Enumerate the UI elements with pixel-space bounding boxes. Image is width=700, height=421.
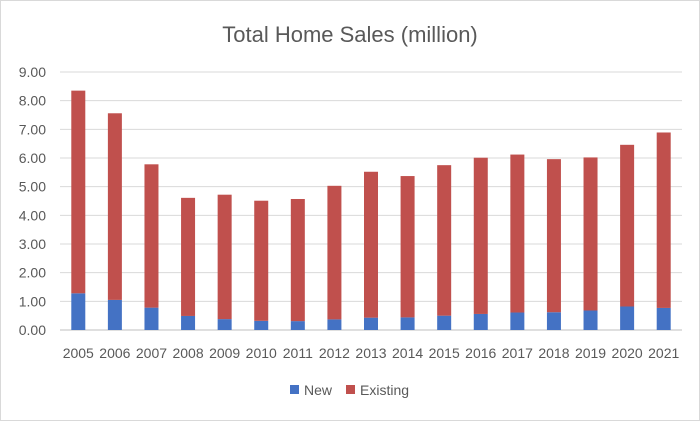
bar-existing-2021 bbox=[656, 132, 671, 308]
bar-existing-2019 bbox=[583, 157, 598, 311]
y-tick-label: 2.00 bbox=[19, 265, 46, 281]
x-tick-label: 2010 bbox=[246, 345, 277, 361]
y-tick-label: 5.00 bbox=[19, 179, 46, 195]
chart-title: Total Home Sales (million) bbox=[222, 22, 478, 47]
legend-label-existing: Existing bbox=[360, 382, 409, 398]
legend-swatch-new bbox=[290, 385, 299, 394]
bar-new-2013 bbox=[364, 317, 378, 330]
bar-new-2006 bbox=[107, 299, 122, 330]
bar-existing-2011 bbox=[290, 198, 305, 322]
y-tick-label: 3.00 bbox=[19, 236, 46, 252]
bar-existing-2016 bbox=[473, 157, 488, 314]
bar-new-2011 bbox=[290, 321, 305, 330]
bar-new-2005 bbox=[71, 293, 86, 330]
x-tick-label: 2019 bbox=[575, 345, 606, 361]
bar-new-2009 bbox=[217, 319, 232, 330]
bar-existing-2013 bbox=[364, 171, 378, 318]
y-tick-label: 4.00 bbox=[19, 207, 46, 223]
x-tick-label: 2013 bbox=[355, 345, 386, 361]
bar-new-2018 bbox=[546, 312, 561, 330]
x-tick-label: 2008 bbox=[172, 345, 203, 361]
bar-new-2017 bbox=[510, 312, 525, 330]
x-tick-label: 2017 bbox=[502, 345, 533, 361]
bar-new-2015 bbox=[437, 315, 452, 330]
bar-new-2007 bbox=[144, 307, 159, 330]
x-tick-label: 2018 bbox=[538, 345, 569, 361]
bar-new-2019 bbox=[583, 310, 598, 330]
y-tick-label: 8.00 bbox=[19, 93, 46, 109]
x-tick-label: 2005 bbox=[63, 345, 94, 361]
x-tick-label: 2009 bbox=[209, 345, 240, 361]
x-tick-label: 2006 bbox=[99, 345, 130, 361]
bar-existing-2005 bbox=[71, 90, 86, 294]
bar-new-2008 bbox=[181, 315, 196, 330]
x-tick-label: 2015 bbox=[429, 345, 460, 361]
y-axis-ticks: 0.00 1.00 2.00 3.00 4.00 5.00 6.00 7.00 8.00 9.00 bbox=[19, 64, 46, 338]
y-tick-label: 6.00 bbox=[19, 150, 46, 166]
bar-new-2021 bbox=[656, 307, 671, 330]
bar-new-2014 bbox=[400, 317, 415, 330]
x-tick-label: 2020 bbox=[612, 345, 643, 361]
bar-existing-2009 bbox=[217, 194, 232, 320]
bars bbox=[71, 90, 671, 330]
legend: New Existing bbox=[290, 382, 409, 398]
bar-existing-2015 bbox=[437, 165, 452, 316]
bar-existing-2012 bbox=[327, 185, 342, 320]
x-axis-ticks: 2005 2006 2007 2008 2009 2010 2011 2012 2013 2014… bbox=[63, 345, 680, 361]
y-tick-label: 7.00 bbox=[19, 121, 46, 137]
y-tick-label: 0.00 bbox=[19, 322, 46, 338]
x-tick-label: 2007 bbox=[136, 345, 167, 361]
x-tick-label: 2016 bbox=[465, 345, 496, 361]
bar-existing-2014 bbox=[400, 176, 415, 318]
x-tick-label: 2021 bbox=[648, 345, 679, 361]
legend-swatch-existing bbox=[346, 385, 355, 394]
bar-new-2016 bbox=[473, 313, 488, 330]
bar-existing-2020 bbox=[620, 144, 635, 307]
bar-new-2010 bbox=[254, 320, 269, 330]
y-tick-label: 1.00 bbox=[19, 293, 46, 309]
x-tick-label: 2014 bbox=[392, 345, 423, 361]
x-tick-label: 2012 bbox=[319, 345, 350, 361]
gridlines bbox=[60, 71, 682, 331]
bar-existing-2017 bbox=[510, 154, 525, 313]
bar-existing-2018 bbox=[546, 159, 561, 313]
bar-new-2020 bbox=[620, 306, 635, 330]
x-tick-label: 2011 bbox=[283, 345, 313, 361]
legend-label-new: New bbox=[304, 382, 333, 398]
y-tick-label: 9.00 bbox=[19, 64, 46, 80]
bar-existing-2008 bbox=[181, 197, 196, 316]
bar-existing-2007 bbox=[144, 164, 159, 308]
bar-existing-2006 bbox=[107, 113, 122, 300]
bar-new-2012 bbox=[327, 319, 342, 330]
bar-existing-2010 bbox=[254, 200, 269, 321]
